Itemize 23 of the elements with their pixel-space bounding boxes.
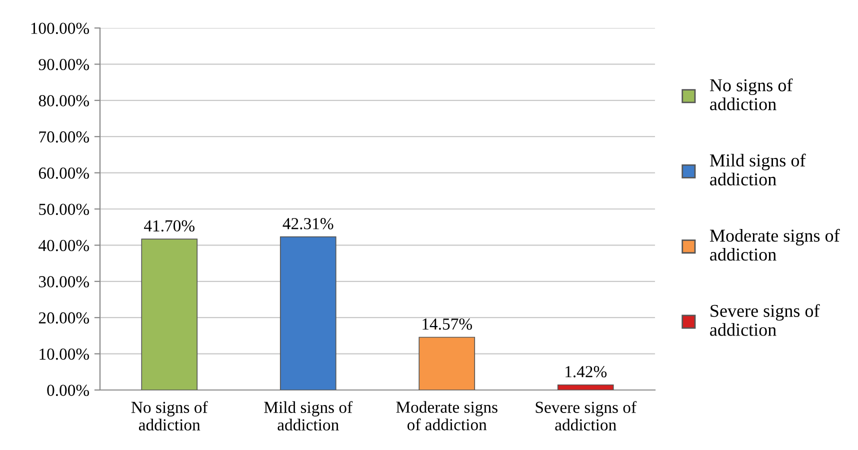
y-tick-label: 80.00%	[38, 95, 90, 106]
legend-label: Moderate signs of addiction	[710, 228, 840, 261]
y-tick-label: 70.00%	[39, 131, 90, 143]
data-label: 41.70%	[144, 220, 194, 232]
data-label: 1.42%	[566, 366, 607, 378]
y-tick-label: 0.00%	[47, 384, 90, 396]
y-tick-label: 90.00%	[38, 58, 90, 70]
y-tick-label: 40.00%	[38, 240, 90, 252]
legend-label: Severe signs of addiction	[710, 304, 820, 336]
y-tick-label: 30.00%	[38, 276, 90, 288]
y-tick-label: 20.00%	[38, 312, 90, 324]
x-tick-label: No signs of addiction	[131, 401, 208, 430]
legend-label: Mild signs of addiction	[710, 154, 806, 186]
x-tick-label: Moderate signs of addiction	[396, 401, 498, 430]
x-tick-label: Severe signs of addiction	[536, 401, 637, 430]
data-label: 14.57%	[422, 318, 472, 330]
y-tick-label: 10.00%	[40, 348, 90, 360]
y-tick-label: 50.00%	[39, 204, 90, 216]
y-tick-label: 100.00%	[31, 22, 90, 34]
legend-label: No signs of addiction	[710, 78, 793, 110]
x-tick-label: Mild signs of addiction	[264, 401, 353, 430]
y-tick-label: 60.00%	[38, 168, 90, 179]
data-label: 42.31%	[282, 218, 334, 230]
